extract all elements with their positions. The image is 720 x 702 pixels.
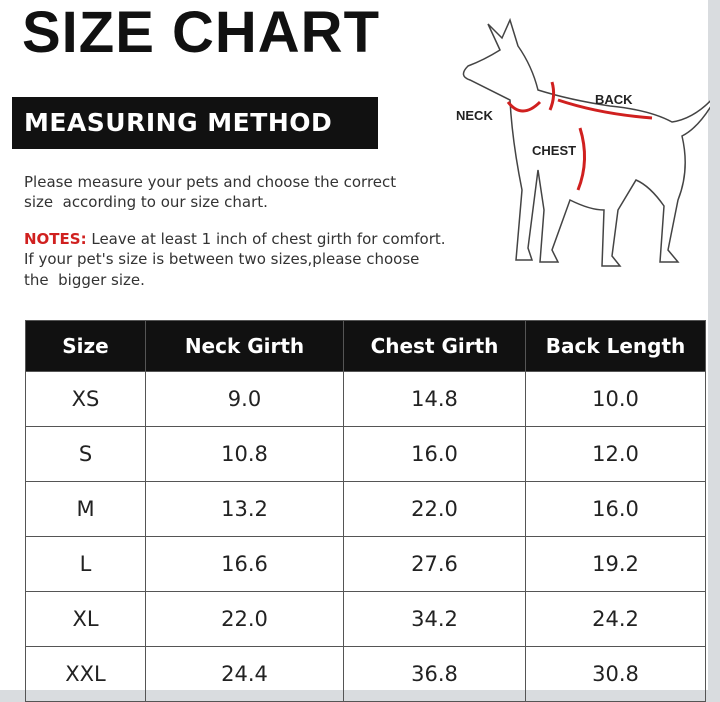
table-cell: 22.0 — [343, 481, 526, 537]
column-header: Neck Girth — [145, 320, 344, 372]
table-row: M 13.2 22.0 16.0 — [25, 481, 706, 537]
table-cell: 34.2 — [343, 591, 526, 647]
table-row: S 10.8 16.0 12.0 — [25, 426, 706, 482]
table-cell: 12.0 — [525, 426, 706, 482]
table-cell: 30.8 — [525, 646, 706, 702]
neck-label: NECK — [456, 108, 493, 123]
notes-text: Leave at least 1 inch of chest girth for… — [86, 230, 446, 248]
table-cell: 16.0 — [343, 426, 526, 482]
table-body: XS 9.0 14.8 10.0 S 10.8 16.0 12.0 M 13.2 22.0 16.0 L… — [25, 371, 706, 702]
table-cell: 27.6 — [343, 536, 526, 592]
notes-line: the bigger size. — [24, 271, 145, 289]
table-cell: 16.0 — [525, 481, 706, 537]
table-cell: 36.8 — [343, 646, 526, 702]
back-arrow — [557, 98, 653, 120]
table-cell: L — [25, 536, 146, 592]
intro-line: Please measure your pets and choose the … — [24, 173, 397, 191]
table-row: XS 9.0 14.8 10.0 — [25, 371, 706, 427]
back-label: BACK — [595, 92, 633, 107]
table-cell: XS — [25, 371, 146, 427]
notes-line: If your pet's size is between two sizes,… — [24, 250, 420, 268]
table-row: L 16.6 27.6 19.2 — [25, 536, 706, 592]
column-header: Back Length — [525, 320, 706, 372]
table-row: XXL 24.4 36.8 30.8 — [25, 646, 706, 702]
table-cell: M — [25, 481, 146, 537]
table-row: XL 22.0 34.2 24.2 — [25, 591, 706, 647]
chest-arrow — [576, 127, 587, 191]
table-cell: 14.8 — [343, 371, 526, 427]
table-cell: 10.0 — [525, 371, 706, 427]
header-row: Size Neck Girth Chest Girth Back Length — [25, 320, 706, 372]
table-cell: 19.2 — [525, 536, 706, 592]
table-cell: XL — [25, 591, 146, 647]
table-cell: 10.8 — [145, 426, 344, 482]
table-cell: 13.2 — [145, 481, 344, 537]
chest-label: CHEST — [532, 143, 577, 158]
table-cell: 24.4 — [145, 646, 344, 702]
title: SIZE CHART — [22, 0, 380, 65]
notes-line: NOTES: Leave at least 1 inch of chest gi… — [24, 229, 446, 249]
table-cell: 24.2 — [525, 591, 706, 647]
table-cell: 16.6 — [145, 536, 344, 592]
dog-outline — [462, 17, 710, 267]
notes-label: NOTES: — [24, 230, 87, 248]
neck-arrow — [548, 81, 556, 111]
dog-diagram — [462, 17, 710, 267]
table-cell: S — [25, 426, 146, 482]
column-header: Size — [25, 320, 146, 372]
column-header: Chest Girth — [343, 320, 526, 372]
size-table: Size Neck Girth Chest Girth Back Length XS 9… — [25, 320, 706, 702]
neck-arrow — [506, 100, 542, 113]
table-cell: XXL — [25, 646, 146, 702]
section-heading: MEASURING METHOD — [12, 97, 378, 149]
intro-line: size according to our size chart. — [24, 193, 268, 211]
table-cell: 9.0 — [145, 371, 344, 427]
table-cell: 22.0 — [145, 591, 344, 647]
